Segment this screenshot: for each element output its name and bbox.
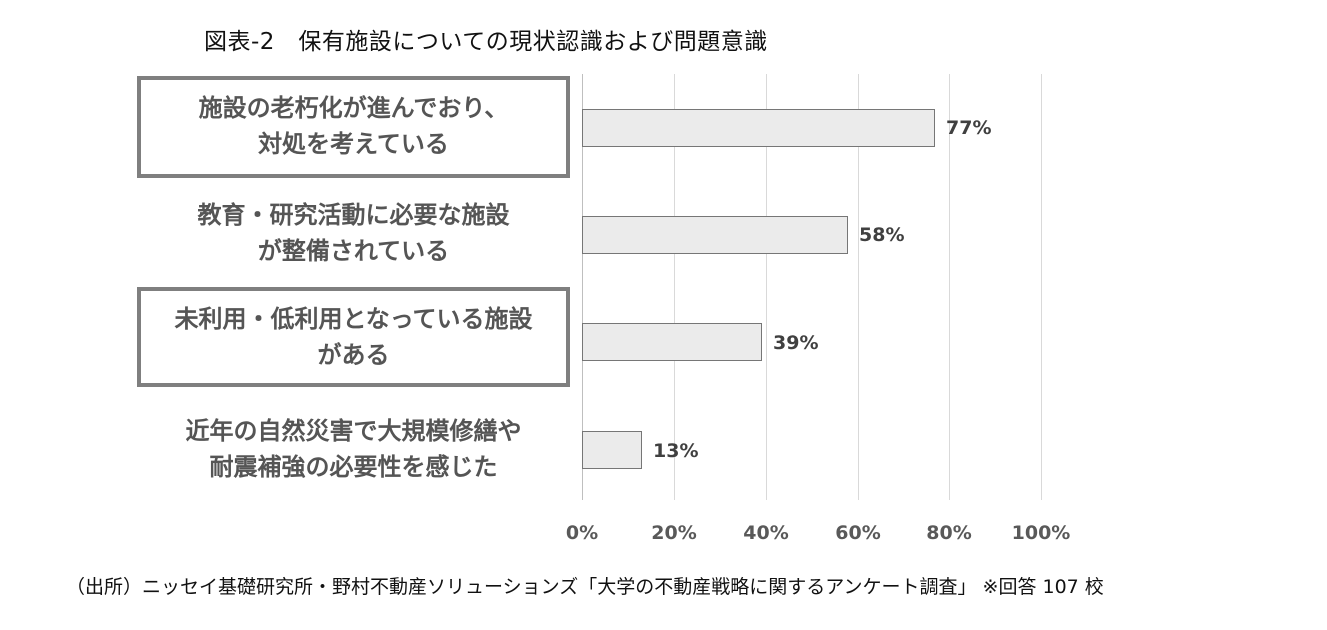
x-tick-60: 60% [835,522,881,544]
value-label-facilities-maintained: 58% [859,224,905,246]
x-tick-40: 40% [743,522,789,544]
x-tick-0: 0% [565,522,599,544]
x-tick-100: 100% [1011,522,1071,544]
gridline-40 [766,74,767,500]
value-label-aging-facilities: 77% [946,117,992,139]
y-axis-line [582,74,583,500]
value-label-unused-facilities: 39% [773,332,819,354]
gridline-60 [858,74,859,500]
chart-title: 図表-2 保有施設についての現状認識および問題意識 [204,29,768,55]
category-label-facilities-maintained: 教育・研究活動に必要な施設 が整備されている [197,201,510,265]
gridline-100 [1041,74,1042,500]
bar-disaster-repairs [582,431,642,469]
gridline-80 [949,74,950,500]
value-label-disaster-repairs: 13% [653,440,699,462]
category-label-aging-facilities: 施設の老朽化が進んでおり、 対処を考えている [137,76,570,178]
category-label-unused-facilities: 未利用・低利用となっている施設 がある [137,287,570,387]
gridline-20 [674,74,675,500]
bar-unused-facilities [582,323,762,361]
x-tick-80: 80% [926,522,972,544]
category-label-disaster-repairs: 近年の自然災害で大規模修繕や 耐震補強の必要性を感じた [185,417,522,481]
x-tick-20: 20% [651,522,697,544]
bar-facilities-maintained [582,216,848,254]
source-note: （出所）ニッセイ基礎研究所・野村不動産ソリューションズ「大学の不動産戦略に関する… [66,576,1104,598]
bar-aging-facilities [582,109,935,147]
